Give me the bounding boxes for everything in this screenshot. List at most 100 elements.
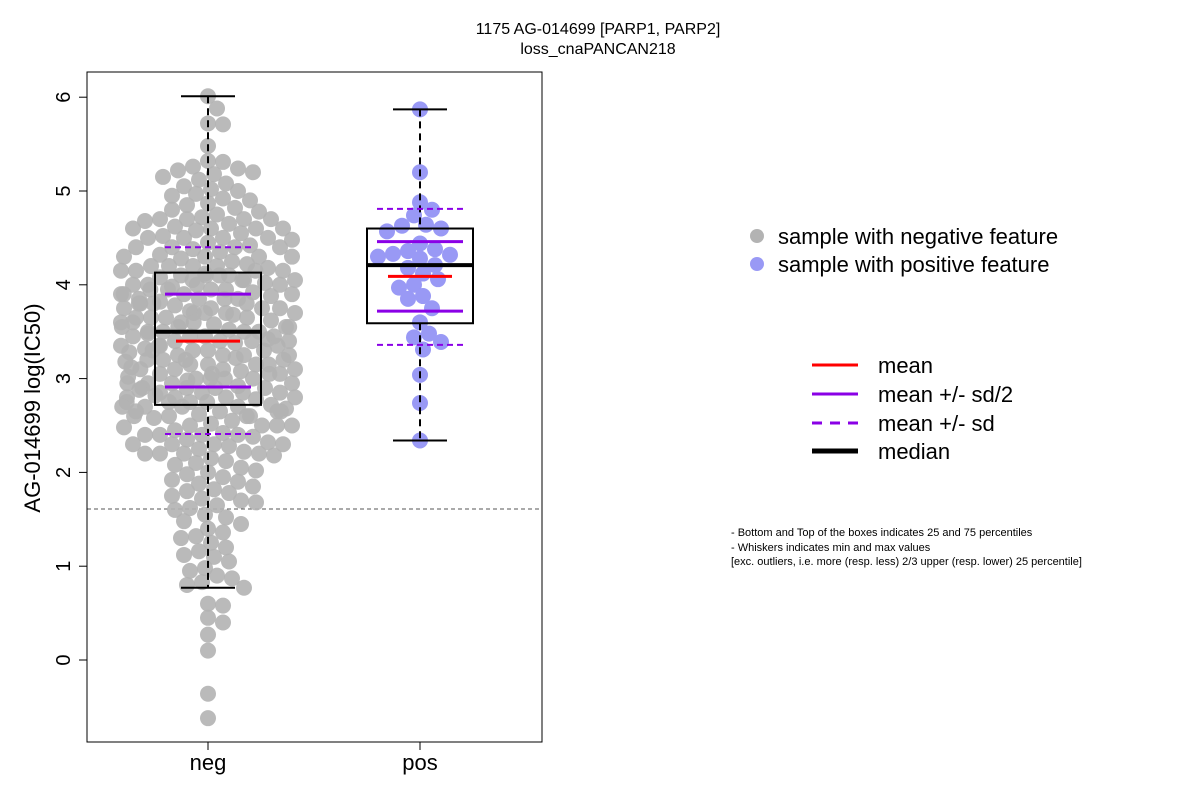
pos-point xyxy=(379,223,395,239)
y-tick-label: 6 xyxy=(53,92,75,103)
neg-point xyxy=(131,296,147,312)
neg-point xyxy=(230,160,246,176)
neg-point xyxy=(116,286,132,302)
legend-points: sample with negative feature sample with… xyxy=(750,224,1058,277)
neg-point xyxy=(176,513,192,529)
y-tick-label: 0 xyxy=(53,654,75,665)
neg-point xyxy=(248,463,264,479)
legend-negative-label: sample with negative feature xyxy=(778,224,1058,249)
neg-point xyxy=(200,610,216,626)
neg-point xyxy=(164,488,180,504)
neg-point xyxy=(143,310,159,326)
neg-point xyxy=(186,314,202,330)
neg-point xyxy=(176,547,192,563)
neg-point xyxy=(251,446,267,462)
legend-negative-marker xyxy=(750,229,764,243)
neg-point xyxy=(188,528,204,544)
x-tick-label: pos xyxy=(402,750,437,775)
neg-point xyxy=(116,419,132,435)
neg-point xyxy=(161,408,177,424)
pos-point xyxy=(427,241,443,257)
neg-point xyxy=(239,310,255,326)
neg-point xyxy=(128,263,144,279)
neg-point xyxy=(287,272,303,288)
neg-point xyxy=(179,483,195,499)
neg-point xyxy=(200,596,216,612)
legend-half-sd-label: mean +/- sd/2 xyxy=(878,382,1013,407)
neg-point xyxy=(256,342,272,358)
neg-point xyxy=(287,305,303,321)
neg-point xyxy=(209,568,225,584)
neg-point xyxy=(233,516,249,532)
legend-positive-label: sample with positive feature xyxy=(778,252,1049,277)
neg-point xyxy=(200,686,216,702)
x-tick-label: neg xyxy=(190,750,227,775)
neg-point xyxy=(239,408,255,424)
neg-point xyxy=(263,312,279,328)
neg-point xyxy=(182,563,198,579)
chart-title: 1175 AG-014699 [PARP1, PARP2] xyxy=(476,21,721,38)
y-tick-label: 4 xyxy=(53,279,75,290)
neg-point xyxy=(281,319,297,335)
legend-mean-label: mean xyxy=(878,353,933,378)
neg-point xyxy=(152,446,168,462)
pos-point xyxy=(433,334,449,350)
legend-positive-marker xyxy=(750,257,764,271)
neg-point xyxy=(209,100,225,116)
neg-point xyxy=(200,643,216,659)
neg-point xyxy=(189,277,205,293)
neg-point xyxy=(248,494,264,510)
neg-point xyxy=(164,472,180,488)
neg-point xyxy=(200,710,216,726)
y-tick-label: 5 xyxy=(53,185,75,196)
pos-point xyxy=(370,249,386,265)
neg-point xyxy=(203,450,219,466)
neg-point xyxy=(218,453,234,469)
pos-point xyxy=(400,291,416,307)
neg-point xyxy=(174,399,190,415)
y-tick-label: 1 xyxy=(53,561,75,572)
neg-point xyxy=(179,577,195,593)
y-tick-label: 2 xyxy=(53,467,75,478)
neg-point xyxy=(173,530,189,546)
neg-point xyxy=(245,429,261,445)
pos-point xyxy=(400,260,416,276)
neg-point xyxy=(155,169,171,185)
neg-point xyxy=(137,446,153,462)
neg-point xyxy=(167,361,183,377)
note-line-1: - Bottom and Top of the boxes indicates … xyxy=(731,527,1033,539)
y-axis-label: AG-014699 log(IC50) xyxy=(20,303,45,512)
pos-point xyxy=(424,300,440,316)
neg-point xyxy=(197,507,213,523)
neg-point xyxy=(200,627,216,643)
neg-point xyxy=(218,509,234,525)
neg-point xyxy=(284,286,300,302)
neg-point xyxy=(116,249,132,265)
plot-area: 0123456neg pos xyxy=(53,88,542,775)
neg-point xyxy=(269,418,285,434)
neg-point xyxy=(233,493,249,509)
neg-point xyxy=(261,366,277,382)
plot-frame xyxy=(87,72,542,742)
neg-point xyxy=(266,448,282,464)
neg-point xyxy=(145,296,161,312)
neg-point xyxy=(182,357,198,373)
neg-point xyxy=(215,614,231,630)
neg-point xyxy=(236,444,252,460)
neg-point xyxy=(152,211,168,227)
neg-point xyxy=(236,580,252,596)
neg-point xyxy=(179,197,195,213)
pos-point xyxy=(385,246,401,262)
neg-point xyxy=(245,478,261,494)
pos-point xyxy=(394,218,410,234)
neg-point xyxy=(215,116,231,132)
neg-point xyxy=(146,410,162,426)
neg-point xyxy=(215,598,231,614)
neg-point xyxy=(113,263,129,279)
legend-lines: mean mean +/- sd/2 mean +/- sd median xyxy=(812,353,1013,464)
neg-point xyxy=(221,554,237,570)
neg-point xyxy=(233,460,249,476)
note-line-3: [exc. outliers, i.e. more (resp. less) 2… xyxy=(731,556,1082,568)
neg-point xyxy=(234,272,250,288)
